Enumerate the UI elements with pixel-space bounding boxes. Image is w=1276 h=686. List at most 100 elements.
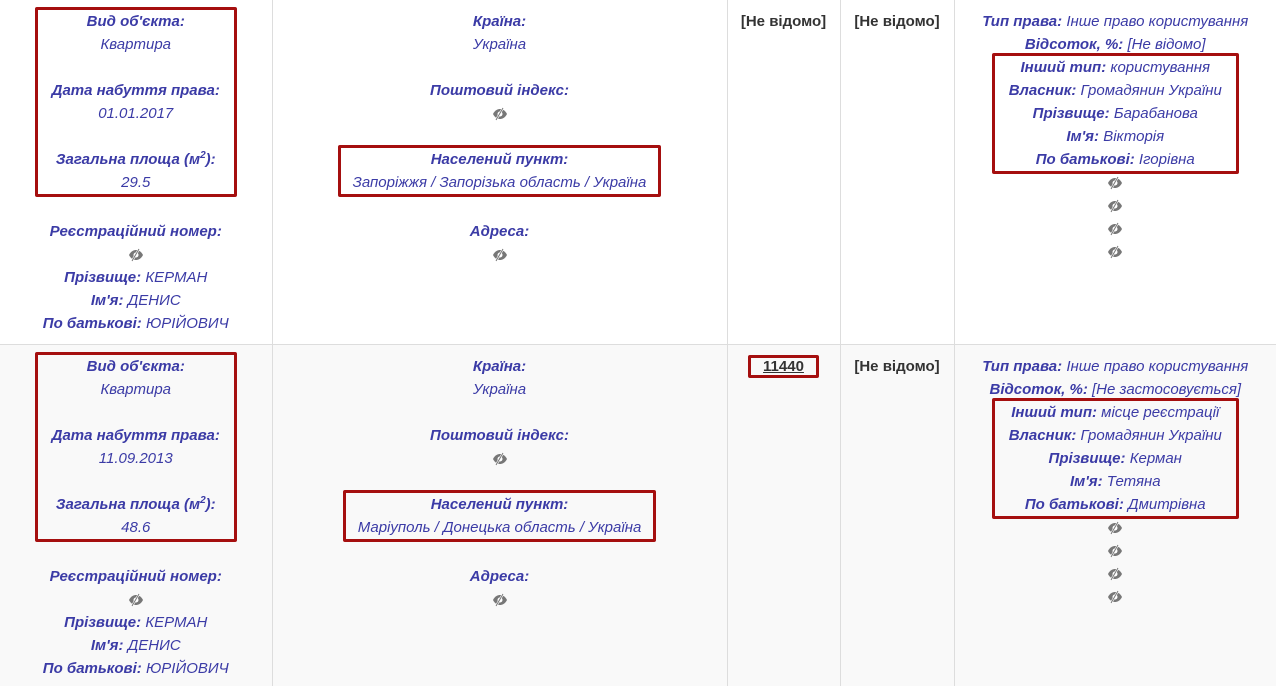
- eye-slash-icon[interactable]: [959, 516, 1273, 539]
- acquired-value: 01.01.2017: [98, 105, 174, 122]
- area-value: 29.5: [121, 174, 151, 191]
- country-value: Україна: [472, 381, 527, 398]
- table-row: Вид об'єкта: Квартира Дата набуття права…: [0, 0, 1276, 345]
- surname-value: Керман: [1129, 450, 1182, 467]
- postal-label: Поштовий індекс:: [430, 427, 569, 444]
- right-type-value: Інше право користування: [1066, 13, 1249, 30]
- object-type-value: Квартира: [100, 381, 172, 398]
- col4-cell: [Не відомо]: [839, 344, 954, 686]
- object-type-label: Вид об'єкта:: [86, 358, 185, 375]
- address-cell: Країна: Україна Поштовий індекс: Населен…: [271, 344, 727, 686]
- eye-slash-icon[interactable]: [959, 585, 1273, 608]
- patronymic-label: По батькові:: [42, 660, 142, 677]
- country-label: Країна:: [472, 13, 527, 30]
- address-label: Адреса:: [469, 223, 530, 240]
- surname-label: Прізвище:: [1032, 105, 1110, 122]
- eye-slash-icon[interactable]: [959, 240, 1273, 263]
- eye-slash-icon[interactable]: [277, 102, 723, 125]
- surname-value: КЕРМАН: [145, 614, 208, 631]
- col4-value: [Не відомо]: [854, 358, 940, 375]
- patronymic-value: ЮРІЙОВИЧ: [145, 315, 229, 332]
- owner-value: Громадянин України: [1080, 82, 1222, 99]
- surname-label: Прізвище:: [64, 614, 142, 631]
- highlight-box: Населений пункт: Маріуполь / Донецька об…: [342, 490, 657, 542]
- acquired-label: Дата набуття права:: [51, 82, 220, 99]
- percent-value: [Не застосовується]: [1092, 381, 1242, 398]
- col3-value: [Не відомо]: [740, 13, 827, 30]
- object-type-label: Вид об'єкта:: [86, 13, 185, 30]
- surname-value: КЕРМАН: [145, 269, 208, 286]
- locality-label: Населений пункт:: [430, 496, 569, 513]
- eye-slash-icon[interactable]: [959, 171, 1273, 194]
- rights-cell: Тип права: Інше право користування Відсо…: [953, 344, 1276, 686]
- other-type-value: користування: [1110, 59, 1211, 76]
- area-value: 48.6: [121, 519, 151, 536]
- patronymic-label: По батькові:: [1024, 496, 1124, 513]
- name-label: Ім'я:: [1066, 128, 1100, 145]
- object-cell: Вид об'єкта: Квартира Дата набуття права…: [0, 344, 272, 686]
- area-sup: 2: [200, 150, 206, 161]
- patronymic-value: Ігорівна: [1138, 151, 1195, 168]
- eye-slash-icon[interactable]: [277, 447, 723, 470]
- eye-slash-icon[interactable]: [4, 243, 268, 266]
- eye-slash-icon[interactable]: [277, 243, 723, 266]
- area-label-end: ):: [205, 496, 216, 513]
- table-row: Вид об'єкта: Квартира Дата набуття права…: [0, 344, 1276, 686]
- name-label: Ім'я:: [1069, 473, 1103, 490]
- percent-label: Відсоток, %:: [1024, 36, 1124, 53]
- reg-number-label: Реєстраційний номер:: [49, 568, 222, 585]
- postal-label: Поштовий індекс:: [430, 82, 569, 99]
- patronymic-value: Дмитрівна: [1128, 496, 1206, 513]
- surname-label: Прізвище:: [1048, 450, 1126, 467]
- area-label-end: ):: [205, 151, 216, 168]
- area-label: Загальна площа (м2):: [52, 148, 220, 171]
- surname-label: Прізвище:: [64, 269, 142, 286]
- owner-value: Громадянин України: [1080, 427, 1222, 444]
- highlight-box: Вид об'єкта: Квартира Дата набуття права…: [34, 7, 237, 197]
- right-type-value: Інше право користування: [1066, 358, 1249, 375]
- area-label-text: Загальна площа (м: [55, 151, 201, 168]
- eye-slash-icon[interactable]: [959, 217, 1273, 240]
- right-type-label: Тип права:: [982, 358, 1063, 375]
- reg-number-label: Реєстраційний номер:: [49, 223, 222, 240]
- address-label: Адреса:: [469, 568, 530, 585]
- other-type-label: Інший тип:: [1020, 59, 1107, 76]
- col4-cell: [Не відомо]: [839, 0, 954, 345]
- eye-slash-icon[interactable]: [959, 194, 1273, 217]
- name-value: Тетяна: [1106, 473, 1161, 490]
- area-label: Загальна площа (м2):: [52, 493, 220, 516]
- right-type-label: Тип права:: [982, 13, 1063, 30]
- percent-label: Відсоток, %:: [989, 381, 1088, 398]
- patronymic-value: ЮРІЙОВИЧ: [145, 660, 229, 677]
- area-label-text: Загальна площа (м: [55, 496, 201, 513]
- name-value: ДЕНИС: [127, 292, 181, 309]
- col3-cell: 11440: [726, 344, 840, 686]
- highlight-box: Вид об'єкта: Квартира Дата набуття права…: [34, 352, 237, 542]
- acquired-label: Дата набуття права:: [51, 427, 220, 444]
- locality-value: Запоріжжя / Запорізька область / Україна: [352, 174, 647, 191]
- surname-value: Барабанова: [1113, 105, 1198, 122]
- acquired-value: 11.09.2013: [98, 450, 173, 467]
- eye-slash-icon[interactable]: [277, 588, 723, 611]
- rights-cell: Тип права: Інше право користування Відсо…: [953, 0, 1276, 345]
- locality-label: Населений пункт:: [430, 151, 569, 168]
- area-sup: 2: [200, 495, 206, 506]
- object-type-value: Квартира: [100, 36, 172, 53]
- owner-label: Власник:: [1008, 427, 1077, 444]
- patronymic-label: По батькові:: [1035, 151, 1135, 168]
- object-cell: Вид об'єкта: Квартира Дата набуття права…: [0, 0, 272, 345]
- locality-value: Маріуполь / Донецька область / Україна: [357, 519, 642, 536]
- address-cell: Країна: Україна Поштовий індекс: Населен…: [271, 0, 727, 345]
- name-label: Ім'я:: [90, 292, 124, 309]
- eye-slash-icon[interactable]: [959, 539, 1273, 562]
- col3-value: 11440: [748, 355, 819, 378]
- percent-value: [Не відомо]: [1127, 36, 1206, 53]
- country-label: Країна:: [472, 358, 527, 375]
- highlight-box: Інший тип: користування Власник: Громадя…: [991, 53, 1239, 174]
- eye-slash-icon[interactable]: [4, 588, 268, 611]
- col4-value: [Не відомо]: [854, 13, 940, 30]
- name-value: ДЕНИС: [127, 637, 181, 654]
- owner-label: Власник:: [1008, 82, 1077, 99]
- patronymic-label: По батькові:: [42, 315, 142, 332]
- eye-slash-icon[interactable]: [959, 562, 1273, 585]
